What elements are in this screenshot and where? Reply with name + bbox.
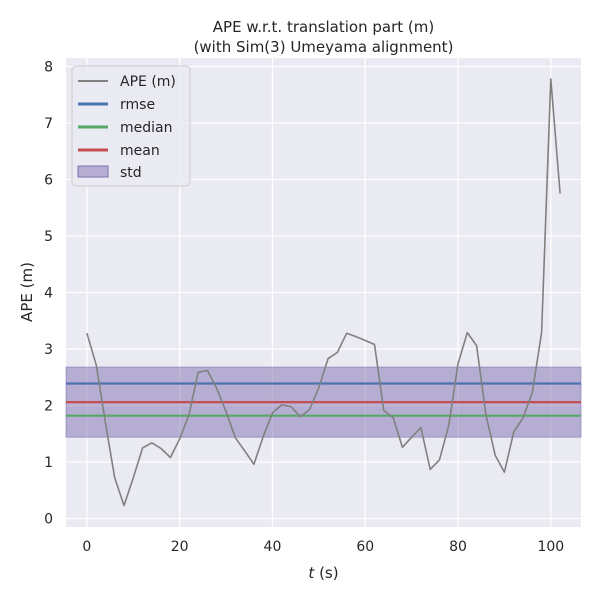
x-tick-label: 60 [356, 539, 374, 555]
legend-label-std: std [120, 165, 142, 181]
y-tick-label: 0 [44, 512, 53, 528]
series-layer [86, 78, 561, 507]
legend-label-mean: mean [120, 143, 160, 159]
legend-key-std [77, 165, 109, 178]
y-axis-label: APE (m) [18, 262, 36, 322]
legend-label-ape: APE (m) [120, 74, 176, 90]
x-tick-label: 80 [449, 539, 467, 555]
x-tick-label: 20 [171, 539, 189, 555]
y-tick-label: 1 [44, 455, 53, 471]
x-tick-label: 100 [537, 539, 564, 555]
legend-frame [71, 65, 191, 187]
y-tick-label: 2 [44, 399, 53, 415]
y-tick-label: 7 [44, 116, 53, 132]
y-tick-labels: 0 1 2 3 4 5 6 7 8 [44, 59, 53, 527]
y-tick-label: 3 [44, 342, 53, 358]
legend: APE (m) rmse median mean std [71, 65, 191, 187]
chart-subtitle: (with Sim(3) Umeyama alignment) [194, 38, 454, 56]
legend-label-median: median [120, 120, 172, 136]
ape-series-line [86, 78, 561, 507]
y-tick-label: 4 [44, 286, 53, 302]
x-axis-label: t (s) [308, 564, 338, 582]
x-tick-label: 0 [82, 539, 91, 555]
statistics-layer [65, 366, 582, 438]
chart-title: APE w.r.t. translation part (m) [213, 18, 434, 36]
legend-label-rmse: rmse [120, 97, 155, 113]
y-tick-label: 8 [44, 59, 53, 75]
x-axis-label-variable: t [308, 564, 315, 582]
y-tick-label: 6 [44, 172, 53, 188]
x-axis-label-unit: (s) [314, 564, 338, 582]
x-tick-label: 40 [264, 539, 282, 555]
x-tick-labels: 0 20 40 60 80 100 [82, 539, 564, 555]
y-tick-label: 5 [44, 229, 53, 245]
